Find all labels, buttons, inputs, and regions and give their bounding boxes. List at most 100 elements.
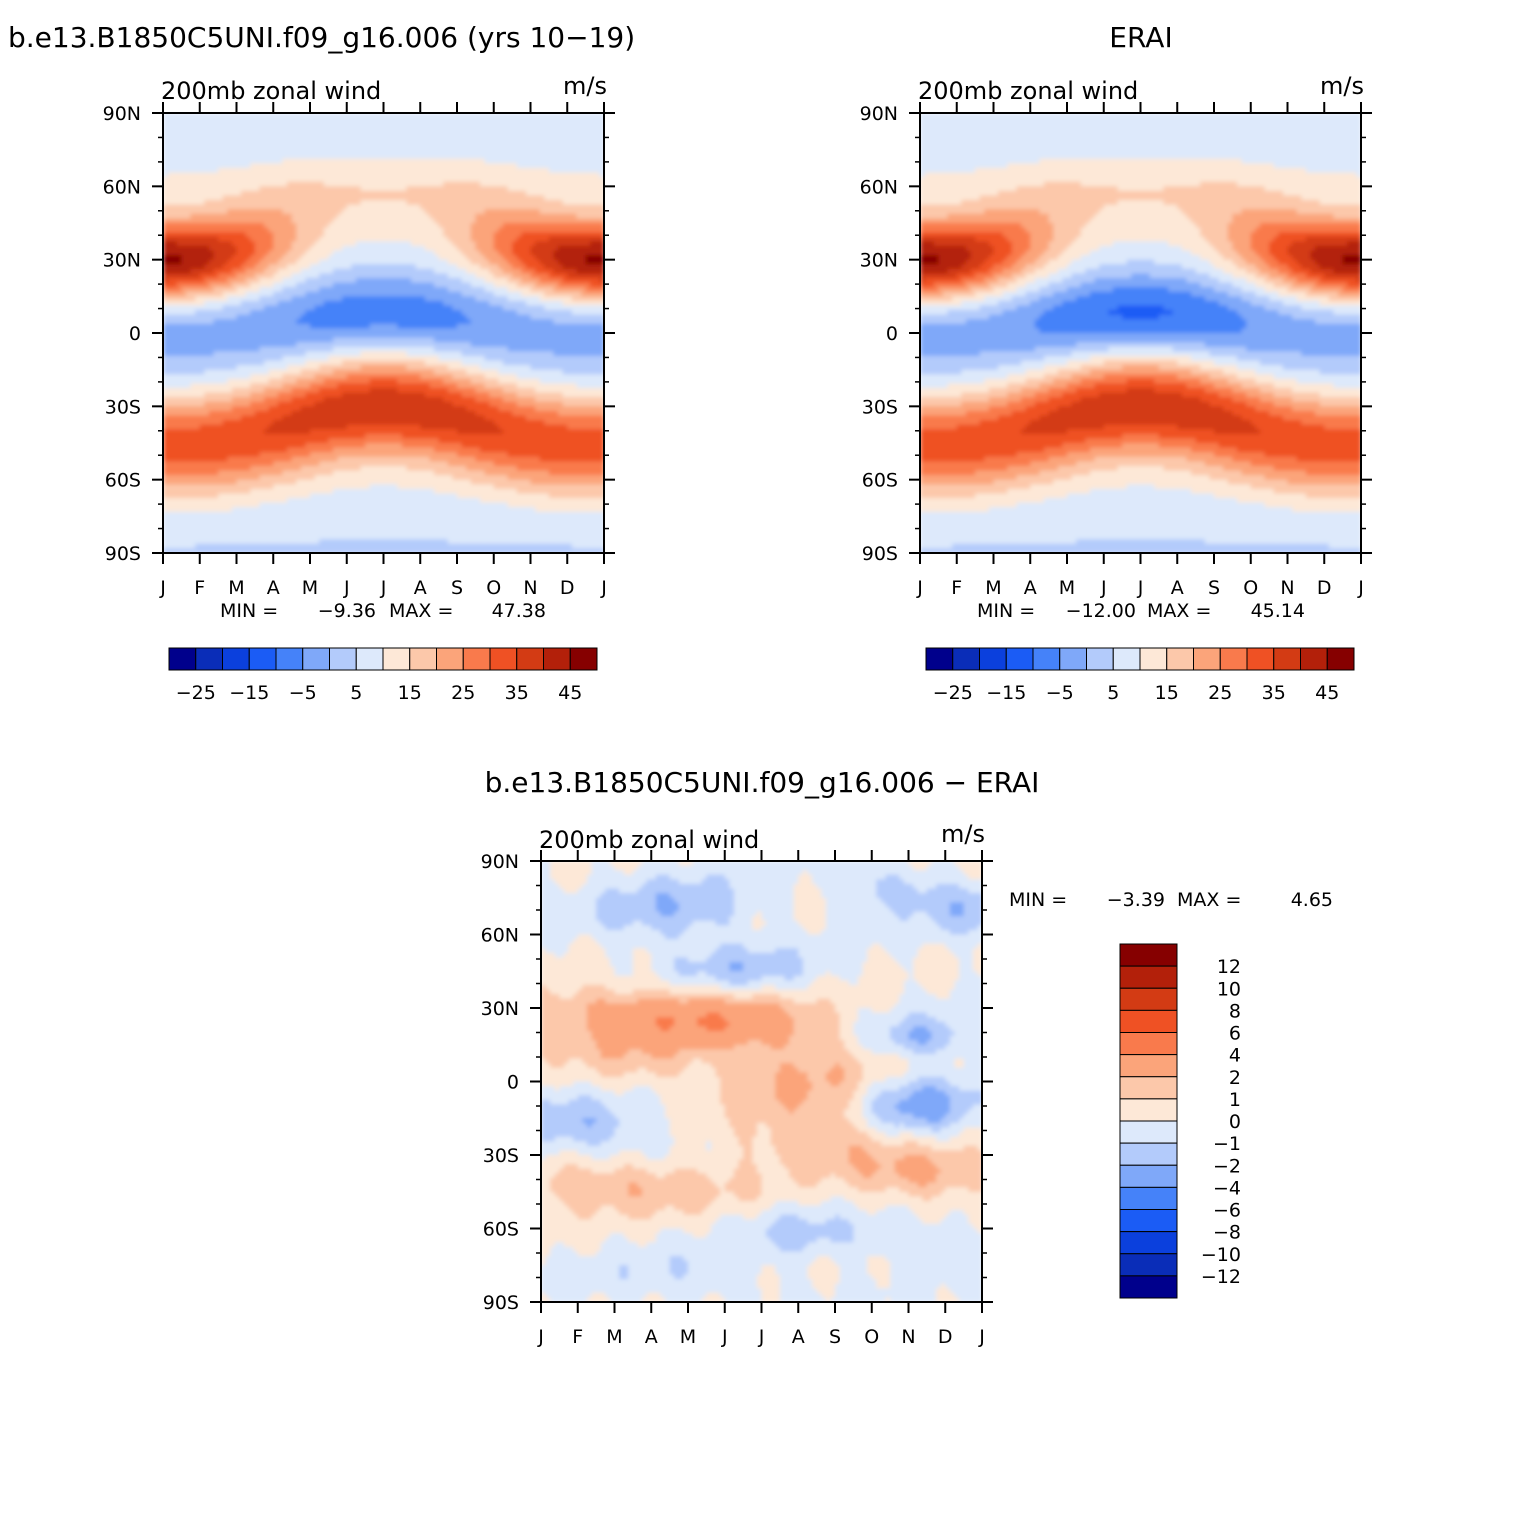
field-cell: [355, 200, 362, 206]
field-cell: [466, 268, 472, 275]
field-cell: [319, 259, 325, 265]
field-cell: [264, 204, 270, 210]
field-cell: [530, 241, 536, 247]
field-cell: [282, 346, 288, 352]
field-cell: [245, 131, 251, 137]
field-cell: [231, 209, 238, 215]
field-cell: [355, 310, 362, 316]
field-cell: [392, 117, 398, 123]
field-cell: [319, 278, 325, 284]
field-cell: [287, 323, 293, 330]
field-cell: [539, 126, 545, 132]
field-cell: [227, 172, 233, 178]
field-cell: [484, 314, 490, 320]
field-cell: [259, 259, 265, 265]
field-cell: [199, 291, 205, 297]
field-cell: [305, 346, 311, 352]
field-cell: [479, 241, 486, 247]
field-cell: [411, 181, 417, 187]
field-cell: [346, 346, 352, 352]
field-cell: [277, 259, 284, 265]
field-cell: [411, 204, 417, 210]
field-cell: [420, 122, 426, 128]
field-cell: [208, 131, 215, 137]
field-cell: [172, 218, 178, 224]
field-cell: [512, 204, 518, 210]
field-cell: [277, 140, 284, 146]
field-cell: [553, 163, 559, 169]
field-cell: [231, 333, 238, 339]
field-cell: [498, 168, 504, 174]
field-cell: [172, 255, 178, 261]
field-cell: [365, 186, 371, 192]
field-cell: [291, 323, 297, 330]
field-cell: [190, 186, 196, 192]
field-cell: [273, 145, 279, 151]
field-cell: [493, 149, 499, 155]
field-cell: [328, 227, 334, 233]
field-cell: [558, 131, 564, 137]
field-cell: [282, 186, 288, 192]
field-cell: [581, 268, 587, 275]
field-cell: [507, 122, 513, 128]
field-cell: [346, 236, 352, 242]
field-cell: [530, 186, 536, 192]
field-cell: [185, 319, 192, 325]
field-cell: [204, 314, 210, 320]
field-cell: [314, 172, 320, 178]
field-cell: [484, 117, 490, 123]
field-cell: [365, 177, 371, 183]
field-cell: [167, 181, 173, 187]
field-cell: [259, 333, 265, 339]
field-cell: [172, 346, 178, 352]
field-cell: [535, 200, 541, 206]
field-cell: [457, 282, 463, 288]
field-cell: [236, 154, 242, 160]
field-cell: [383, 158, 389, 165]
field-cell: [236, 310, 242, 316]
field-cell: [512, 190, 518, 197]
field-cell: [218, 305, 224, 311]
field-cell: [259, 273, 265, 279]
field-cell: [392, 323, 398, 330]
field-cell: [576, 140, 582, 146]
field-cell: [241, 342, 247, 348]
field-cell: [181, 323, 187, 330]
field-cell: [351, 296, 357, 302]
field-cell: [287, 145, 293, 151]
field-cell: [585, 328, 591, 334]
field-cell: [415, 241, 421, 247]
field-cell: [429, 241, 435, 247]
field-cell: [273, 264, 279, 270]
field-cell: [498, 145, 504, 151]
field-cell: [493, 232, 499, 238]
field-cell: [535, 314, 541, 320]
field-cell: [401, 328, 408, 334]
field-cell: [438, 149, 444, 155]
field-cell: [429, 342, 435, 348]
field-cell: [342, 241, 348, 247]
field-cell: [163, 131, 169, 137]
field-cell: [259, 209, 265, 215]
field-cell: [434, 158, 440, 165]
field-cell: [346, 337, 352, 343]
field-cell: [581, 158, 587, 165]
field-cell: [296, 310, 302, 316]
field-cell: [300, 319, 306, 325]
field-cell: [296, 117, 302, 123]
field-cell: [594, 168, 600, 174]
field-cell: [369, 282, 375, 288]
field-cell: [185, 145, 192, 151]
field-cell: [282, 296, 288, 302]
field-cell: [479, 291, 486, 297]
field-cell: [548, 255, 555, 261]
field-cell: [544, 204, 550, 210]
field-cell: [397, 158, 403, 165]
field-cell: [310, 319, 316, 325]
field-cell: [254, 213, 261, 220]
field-cell: [245, 149, 251, 155]
field-cell: [429, 204, 435, 210]
field-cell: [388, 117, 394, 123]
field-cell: [296, 227, 302, 233]
field-cell: [562, 250, 568, 256]
